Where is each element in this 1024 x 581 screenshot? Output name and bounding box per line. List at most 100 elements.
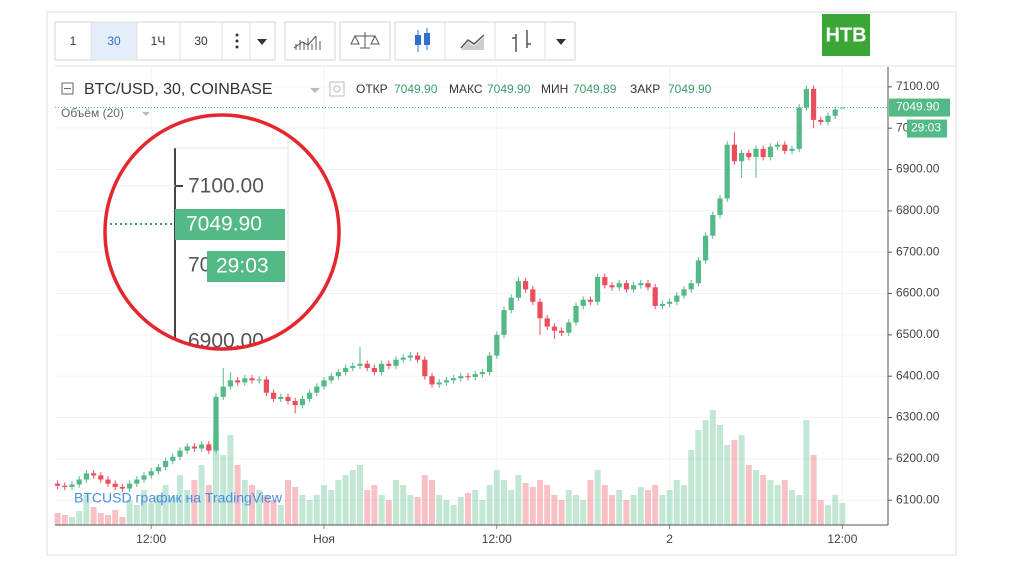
candle-body	[235, 380, 241, 383]
volume-bar	[738, 435, 745, 525]
volume-bar	[371, 485, 378, 525]
volume-bar	[421, 475, 428, 525]
volume-bar	[277, 505, 284, 525]
y-tick-label: 6100.00	[896, 492, 940, 506]
candle-body	[825, 115, 831, 122]
candle-body	[256, 379, 262, 381]
candle-body	[465, 376, 471, 378]
x-tick-label: 12:00	[827, 532, 857, 546]
volume-bar	[486, 485, 493, 525]
candle-body	[746, 152, 752, 158]
volume-bar	[587, 480, 594, 525]
volume-bar	[177, 475, 183, 525]
volume-bar	[565, 490, 572, 525]
candle-body	[127, 483, 133, 489]
candle-body	[595, 276, 601, 302]
candle-body	[350, 365, 356, 368]
candle-body	[688, 283, 694, 290]
candle-body	[717, 198, 723, 215]
candle-body	[379, 363, 385, 373]
interval-button[interactable]: 1	[70, 34, 77, 48]
interval-button[interactable]: 30	[107, 34, 121, 48]
y-tick-label: 6700.00	[896, 244, 940, 258]
candle-body	[789, 148, 795, 151]
candle-body	[141, 475, 147, 480]
candle-body	[587, 299, 593, 302]
candle-body	[659, 303, 665, 306]
candle-body	[371, 367, 377, 373]
volume-bar	[839, 503, 846, 525]
volume-bar	[652, 485, 659, 525]
volume-bar	[825, 505, 831, 525]
legend-label: МИН	[541, 82, 568, 96]
indicators-button[interactable]	[284, 21, 336, 61]
volume-bar	[630, 495, 637, 525]
interval-button[interactable]: 1Ч	[151, 34, 166, 48]
eye-icon[interactable]	[329, 81, 345, 97]
legend-label: ЗАКР	[630, 82, 660, 96]
volume-bar	[292, 487, 299, 525]
candle-body	[731, 144, 737, 162]
candle-body	[163, 460, 169, 468]
volume-bar	[544, 485, 551, 525]
candle-body	[674, 295, 680, 302]
volume-bar	[61, 515, 68, 525]
candle-body	[184, 446, 190, 451]
menu-dots[interactable]	[235, 33, 239, 49]
active-interval	[91, 23, 137, 59]
candle-body	[314, 386, 320, 393]
volume-bar	[465, 493, 471, 525]
candle-body	[818, 119, 824, 122]
volume-bar	[558, 500, 565, 525]
magnifier: 7100.00 7000.00 7049.90 29:03 6900.00	[103, 113, 341, 353]
candle-body	[191, 446, 197, 449]
volume-bar	[774, 485, 781, 525]
x-tick-label: Ноя	[313, 532, 335, 546]
candle-body	[703, 235, 709, 261]
candle-body	[343, 367, 349, 373]
volume-bar	[709, 410, 716, 525]
candle-body	[775, 144, 781, 147]
volume-bar	[673, 480, 680, 525]
volume-bar	[522, 483, 529, 525]
collapse-icon[interactable]	[61, 82, 74, 95]
candle-body	[227, 380, 233, 387]
candle-body	[119, 486, 125, 489]
volume-bar	[407, 495, 414, 525]
dropdown[interactable]	[556, 39, 566, 45]
volume-bar	[393, 480, 399, 525]
zoom-tick-label: 6900.00	[188, 330, 264, 353]
volume-bar	[414, 497, 421, 525]
candle-body	[508, 297, 514, 311]
volume-bar	[364, 490, 371, 525]
candle-body	[652, 287, 658, 306]
volume-bar	[450, 505, 457, 525]
volume-bar	[306, 500, 313, 525]
candle-body	[148, 471, 154, 476]
candle-body	[199, 444, 205, 449]
volume-bar	[436, 495, 443, 525]
logo: НТВ	[825, 24, 866, 46]
volume-bar	[141, 490, 147, 525]
compare-button[interactable]	[339, 21, 391, 61]
candle-body	[580, 299, 586, 306]
candle-body	[386, 363, 392, 366]
candle-body	[271, 392, 277, 399]
x-tick-label: 2	[666, 532, 673, 546]
candle-body	[645, 283, 651, 288]
volume-bar	[429, 480, 435, 525]
candle-body	[415, 355, 421, 360]
dropdown[interactable]	[257, 39, 267, 45]
interval-button[interactable]: 30	[194, 34, 208, 48]
candle-body	[451, 378, 457, 381]
volume-bar	[745, 465, 752, 525]
toolbar: 1 30 1Ч 30	[54, 21, 576, 61]
volume-bar	[760, 475, 767, 525]
legend-value: 7049.89	[573, 82, 617, 96]
volume-bar	[256, 490, 263, 525]
volume-bar	[342, 475, 349, 525]
candle-body	[667, 301, 673, 304]
candle-body	[55, 483, 61, 486]
volume-bar	[443, 500, 450, 525]
